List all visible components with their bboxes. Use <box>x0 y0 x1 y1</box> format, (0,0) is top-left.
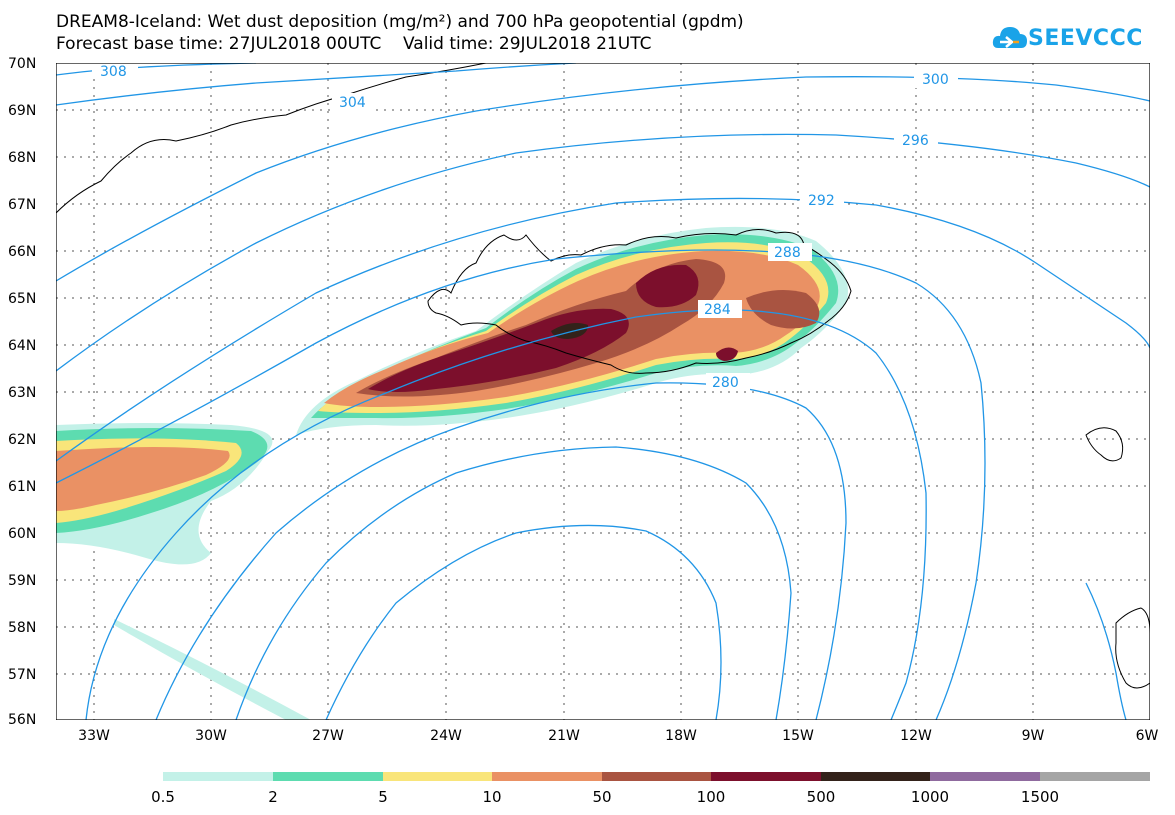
contour-labels: 308 304 300 296 292 288 284 280 <box>92 63 958 391</box>
legend-swatch <box>163 772 273 781</box>
legend-label: 10 <box>482 788 502 806</box>
lat-label: 61N <box>8 479 37 495</box>
contour-right-tail <box>1085 582 1127 720</box>
lon-label: 15W <box>782 728 814 744</box>
legend-swatch <box>602 772 711 781</box>
lat-label: 70N <box>8 56 37 72</box>
lat-label: 64N <box>8 338 37 354</box>
lat-label: 57N <box>8 667 37 683</box>
contour-label: 304 <box>339 95 366 111</box>
lat-label: 56N <box>8 712 37 728</box>
lat-label: 59N <box>8 573 37 589</box>
lon-label: 24W <box>430 728 462 744</box>
lat-label: 65N <box>8 291 37 307</box>
faroe-coast <box>1085 427 1124 462</box>
seevccc-logo: SEEVCCC <box>992 20 1162 56</box>
logo-text: SEEVCCC <box>1028 26 1143 51</box>
lon-label: 12W <box>900 728 932 744</box>
legend-swatch <box>930 772 1040 781</box>
legend-label: 500 <box>806 788 836 806</box>
legend-label: 0.5 <box>151 788 175 806</box>
lat-label: 60N <box>8 526 37 542</box>
legend-label: 1000 <box>910 788 950 806</box>
cloud-icon <box>992 27 1027 48</box>
deposition-100-east <box>716 347 738 361</box>
lon-label: 9W <box>1021 728 1045 744</box>
contour-304 <box>56 63 577 106</box>
legend-swatch <box>1040 772 1150 781</box>
lat-label: 68N <box>8 150 37 166</box>
lat-label: 69N <box>8 103 37 119</box>
contour-label: 288 <box>774 245 801 261</box>
lon-label: 30W <box>195 728 227 744</box>
deposition-10 <box>56 447 230 511</box>
lat-label: 58N <box>8 620 37 636</box>
legend-label: 100 <box>696 788 726 806</box>
legend-swatch <box>383 772 492 781</box>
iceland-coast <box>427 229 852 374</box>
deposition-50-east <box>746 289 820 329</box>
map-title: DREAM8-Iceland: Wet dust deposition (mg/… <box>56 12 744 32</box>
contour-280-inner <box>235 446 792 720</box>
greenland-coast <box>56 63 487 214</box>
contour-296 <box>56 133 1150 372</box>
legend-swatch <box>821 772 930 781</box>
map-subtitle: Forecast base time: 27JUL2018 00UTC Vali… <box>56 34 652 54</box>
map-panel: 308 304 300 296 292 288 284 280 <box>56 63 1150 720</box>
contour-280 <box>155 382 847 720</box>
contour-label: 300 <box>922 72 949 88</box>
contour-label: 292 <box>808 193 835 209</box>
lat-label: 67N <box>8 197 37 213</box>
geopotential-contours <box>56 63 1150 720</box>
lon-label: 6W <box>1135 728 1159 744</box>
lat-label: 62N <box>8 432 37 448</box>
contour-label: 280 <box>712 375 739 391</box>
deposition-0.5-streak <box>114 619 311 720</box>
lon-label: 18W <box>665 728 697 744</box>
lon-label: 27W <box>312 728 344 744</box>
lat-label: 66N <box>8 244 37 260</box>
legend-swatch <box>711 772 821 781</box>
legend-label: 5 <box>378 788 388 806</box>
contour-label: 296 <box>902 133 929 149</box>
coastlines <box>56 63 1150 689</box>
contour-300 <box>56 76 1150 282</box>
deposition-100-north <box>636 264 699 308</box>
legend-label: 1500 <box>1020 788 1060 806</box>
legend-label: 2 <box>268 788 278 806</box>
contour-276 <box>325 524 722 720</box>
lon-label: 33W <box>78 728 110 744</box>
legend-label: 50 <box>592 788 612 806</box>
scotland-coast <box>1115 607 1150 689</box>
contour-292 <box>56 197 1150 462</box>
lon-label: 21W <box>548 728 580 744</box>
legend-swatch <box>492 772 602 781</box>
lat-label: 63N <box>8 385 37 401</box>
contour-label: 284 <box>704 302 731 318</box>
contour-label: 308 <box>100 64 127 80</box>
legend-swatch <box>273 772 383 781</box>
